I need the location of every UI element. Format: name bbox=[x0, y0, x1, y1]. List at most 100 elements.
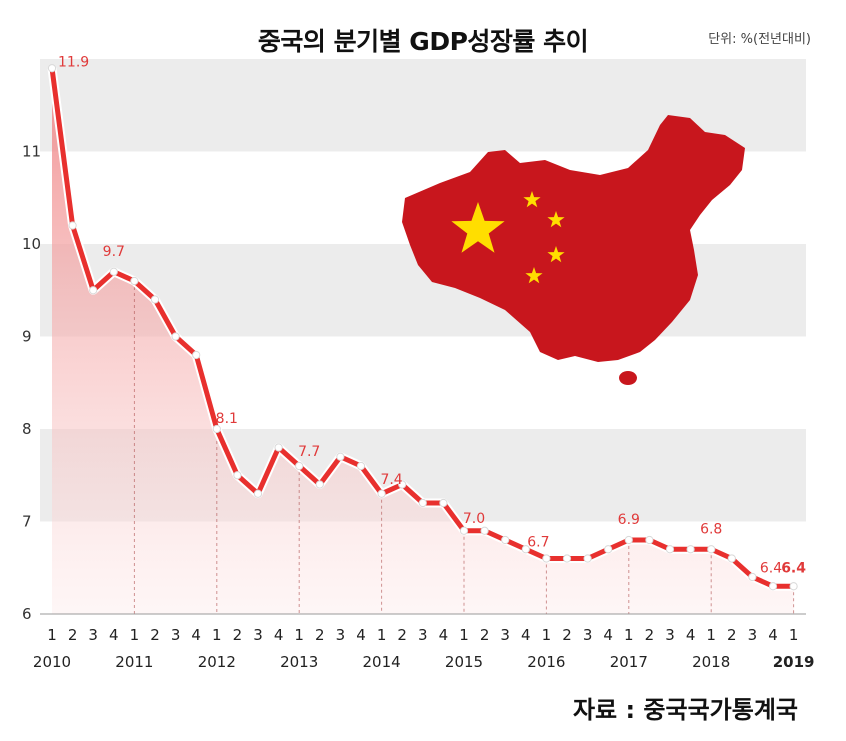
x-quarter-label: 1 bbox=[624, 626, 634, 644]
x-quarter-label: 1 bbox=[706, 626, 716, 644]
data-label: 8.1 bbox=[216, 411, 238, 427]
x-quarter-label: 1 bbox=[212, 626, 222, 644]
data-point bbox=[398, 480, 407, 489]
data-point bbox=[439, 498, 448, 508]
x-quarter-label: 1 bbox=[130, 626, 140, 644]
x-quarter-label: 4 bbox=[356, 626, 366, 644]
x-year-label: 2014 bbox=[363, 653, 401, 671]
x-quarter-label: 3 bbox=[665, 626, 675, 644]
x-quarter-label: 3 bbox=[171, 626, 181, 644]
data-label: 6.4 bbox=[760, 560, 782, 576]
data-point bbox=[501, 535, 510, 545]
x-quarter-label: 4 bbox=[521, 626, 531, 644]
x-quarter-label: 3 bbox=[418, 626, 428, 644]
source-label: 자료 : 중국국가통계국 bbox=[572, 696, 798, 724]
x-year-label: 2010 bbox=[33, 653, 71, 671]
x-quarter-label: 4 bbox=[603, 626, 613, 644]
data-point bbox=[89, 286, 98, 295]
x-quarter-label: 4 bbox=[439, 626, 449, 644]
data-point bbox=[624, 535, 633, 545]
data-point bbox=[418, 498, 427, 508]
data-point bbox=[707, 545, 716, 554]
x-year-label: 2016 bbox=[527, 653, 565, 671]
x-quarter-label: 2 bbox=[233, 626, 243, 644]
data-point bbox=[562, 554, 572, 563]
x-quarter-label: 3 bbox=[748, 626, 758, 644]
data-point bbox=[665, 545, 675, 554]
x-quarter-label: 2 bbox=[480, 626, 490, 644]
data-label: 6.4 bbox=[781, 560, 806, 576]
data-point bbox=[542, 554, 551, 563]
data-point bbox=[150, 295, 160, 304]
data-point bbox=[253, 489, 263, 498]
x-year-label: 2019 bbox=[773, 653, 815, 671]
x-year-label: 2015 bbox=[445, 653, 483, 671]
x-quarter-label: 3 bbox=[253, 626, 263, 644]
x-year-label: 2018 bbox=[692, 653, 730, 671]
data-label: 7.4 bbox=[380, 472, 402, 488]
data-point bbox=[768, 582, 778, 591]
x-year-label: 2012 bbox=[198, 653, 236, 671]
data-label: 6.9 bbox=[618, 512, 640, 528]
data-point bbox=[233, 471, 242, 480]
x-quarter-label: 2 bbox=[562, 626, 572, 644]
data-point bbox=[171, 332, 180, 341]
y-tick-label: 8 bbox=[22, 420, 32, 438]
data-point bbox=[645, 535, 654, 545]
x-quarter-label: 2 bbox=[645, 626, 655, 644]
y-tick-label: 9 bbox=[22, 328, 32, 346]
x-quarter-label: 1 bbox=[789, 626, 799, 644]
y-tick-label: 7 bbox=[22, 513, 32, 531]
data-label: 6.7 bbox=[527, 535, 549, 551]
data-point bbox=[212, 424, 221, 434]
x-quarter-label: 2 bbox=[397, 626, 407, 644]
data-label: 11.9 bbox=[58, 54, 89, 70]
data-point bbox=[47, 64, 57, 73]
data-point bbox=[356, 461, 366, 471]
data-label: 7.7 bbox=[298, 444, 320, 460]
x-quarter-label: 3 bbox=[336, 626, 346, 644]
x-year-label: 2011 bbox=[115, 653, 153, 671]
x-quarter-label: 4 bbox=[768, 626, 778, 644]
data-point bbox=[295, 461, 304, 471]
data-point bbox=[686, 545, 695, 554]
x-quarter-label: 4 bbox=[274, 626, 284, 644]
chart-title: 중국의 분기별 GDP성장률 추이 bbox=[257, 27, 589, 56]
y-tick-label: 11 bbox=[22, 143, 41, 161]
x-quarter-label: 3 bbox=[583, 626, 593, 644]
data-point bbox=[315, 480, 324, 489]
x-quarter-label: 1 bbox=[294, 626, 304, 644]
data-label: 9.7 bbox=[103, 244, 125, 260]
x-year-label: 2017 bbox=[610, 653, 648, 671]
china-map-flag-icon bbox=[402, 115, 745, 385]
x-quarter-label: 4 bbox=[686, 626, 696, 644]
x-quarter-label: 3 bbox=[500, 626, 510, 644]
data-point bbox=[521, 545, 530, 554]
data-point bbox=[748, 572, 757, 582]
data-point bbox=[68, 221, 77, 230]
data-point bbox=[480, 526, 489, 535]
unit-label: 단위: %(전년대비) bbox=[708, 32, 811, 47]
x-quarter-label: 2 bbox=[68, 626, 78, 644]
data-point bbox=[336, 452, 345, 461]
data-point bbox=[377, 489, 386, 498]
data-point bbox=[459, 526, 469, 535]
x-quarter-label: 2 bbox=[150, 626, 160, 644]
x-quarter-label: 2 bbox=[727, 626, 737, 644]
x-quarter-label: 2 bbox=[315, 626, 325, 644]
x-quarter-label: 1 bbox=[542, 626, 552, 644]
y-tick-label: 10 bbox=[22, 235, 41, 253]
data-point bbox=[727, 554, 736, 563]
x-quarter-label: 1 bbox=[459, 626, 469, 644]
data-label: 6.8 bbox=[700, 521, 722, 537]
data-point bbox=[274, 443, 283, 452]
x-quarter-label: 1 bbox=[47, 626, 57, 644]
data-point bbox=[192, 350, 201, 360]
data-point bbox=[789, 582, 798, 591]
data-label: 7.0 bbox=[463, 511, 485, 527]
y-tick-label: 6 bbox=[22, 605, 32, 623]
x-year-label: 2013 bbox=[280, 653, 318, 671]
data-point bbox=[583, 554, 592, 563]
data-point bbox=[604, 545, 613, 554]
